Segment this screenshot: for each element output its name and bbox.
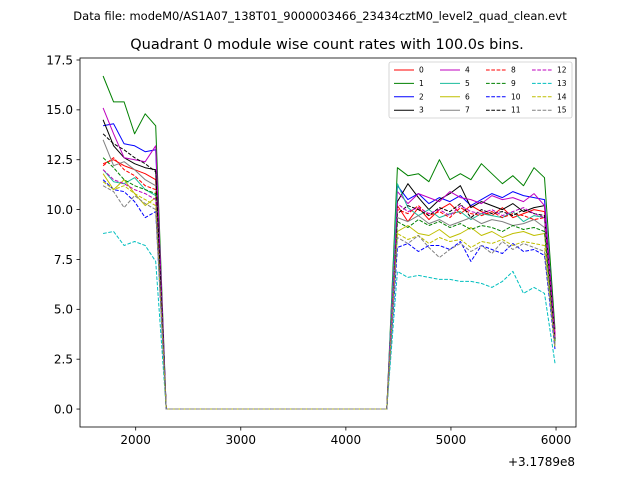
x-tick-label: 5000	[436, 433, 467, 447]
series-line-11	[102, 133, 556, 410]
y-tick-label: 12.5	[46, 153, 73, 167]
series-line-3	[102, 119, 556, 410]
series-line-2	[103, 123, 556, 410]
x-offset-label: +3.1789e8	[508, 455, 575, 469]
series-line-12	[102, 169, 556, 410]
suptitle: Data file: modeM0/AS1A07_138T01_90000034…	[73, 9, 567, 23]
legend-label-2: 2	[419, 92, 424, 101]
legend-label-4: 4	[465, 66, 470, 75]
x-tick-label: 2000	[120, 433, 151, 447]
plot-frame	[79, 57, 577, 428]
y-tick-label: 17.5	[46, 53, 73, 67]
y-tick-label: 7.5	[54, 253, 73, 267]
y-tick-label: 0.0	[54, 402, 73, 416]
series-line-5	[102, 169, 556, 410]
legend-label-6: 6	[465, 92, 470, 101]
legend-label-9: 9	[511, 79, 516, 88]
series-line-8	[102, 157, 556, 410]
series-line-15	[102, 185, 556, 410]
series-line-14	[102, 181, 556, 410]
legend-label-1: 1	[419, 79, 424, 88]
legend-label-8: 8	[511, 66, 516, 75]
x-tick-label: 3000	[226, 433, 257, 447]
y-tick-label: 10.0	[46, 203, 73, 217]
series-line-9	[102, 157, 556, 410]
legend-label-7: 7	[465, 106, 470, 115]
x-tick-label: 4000	[331, 433, 362, 447]
legend-box	[388, 61, 573, 119]
series-line-7	[102, 139, 556, 410]
series-line-13	[103, 231, 556, 410]
x-tick-label: 6000	[541, 433, 572, 447]
axes-layer: 2000 3000 4000 5000 6000 0.0 2.5 5.0 7.5 10.0 12.5…	[46, 53, 577, 447]
series-layer	[102, 75, 556, 410]
legend-label-11: 11	[511, 106, 521, 115]
legend-label-3: 3	[419, 106, 424, 115]
legend-label-12: 12	[557, 66, 567, 75]
legend-label-13: 13	[557, 79, 567, 88]
legend-label-14: 14	[557, 92, 567, 101]
y-tick-label: 2.5	[54, 352, 73, 366]
series-line-0	[102, 159, 556, 410]
legend-label-5: 5	[465, 79, 470, 88]
y-tick-label: 15.0	[46, 103, 73, 117]
y-tick-label: 5.0	[54, 303, 73, 317]
legend-label-15: 15	[557, 106, 567, 115]
series-line-4	[102, 107, 556, 410]
legend-label-0: 0	[419, 66, 424, 75]
legend-label-10: 10	[511, 92, 521, 101]
series-line-6	[102, 173, 556, 410]
chart-title: Quadrant 0 module wise count rates with …	[130, 37, 524, 53]
